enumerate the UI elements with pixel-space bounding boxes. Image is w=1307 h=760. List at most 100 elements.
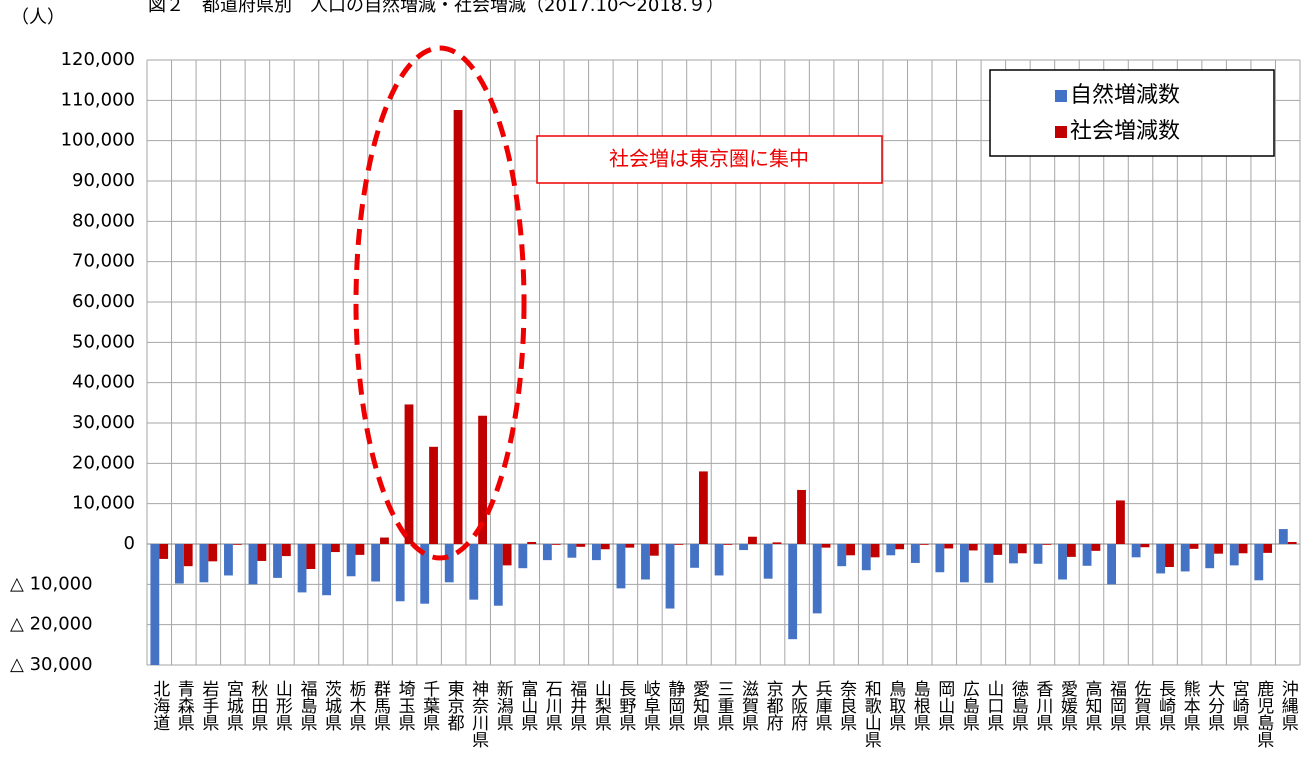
bar [527,541,537,544]
x-tick-label: 愛知県 [689,680,710,731]
bar [576,544,586,547]
bar [478,415,488,544]
bar [861,544,871,571]
x-tick-label: 福岡県 [1106,680,1127,731]
bar [821,544,831,548]
bar [248,544,258,585]
bar [1131,544,1141,558]
x-tick-label: 山形県 [272,680,293,731]
y-tick-label: 110,000 [61,89,135,110]
bar [674,544,684,545]
bar [1189,544,1199,549]
bar [797,489,806,544]
bar [870,544,880,558]
x-tick-label: 徳島県 [1008,680,1029,731]
x-tick-label: 山梨県 [591,680,612,731]
y-tick-label: 50,000 [72,331,135,352]
bar [281,544,291,557]
bar [788,544,798,640]
bar [698,471,708,544]
x-tick-label: 岐阜県 [640,680,661,731]
bar [739,544,749,551]
x-tick-label: 香川県 [1032,680,1053,731]
bar [1107,544,1117,585]
bar [1254,544,1264,581]
y-tick-label: 70,000 [72,251,135,272]
x-tick-label: 宮城県 [223,680,244,731]
bar [616,544,626,589]
x-tick-label: 神奈川県 [468,680,489,748]
bar [1278,529,1288,544]
bar [1180,544,1190,572]
bar [1082,544,1092,566]
legend-label: 社会増減数 [1070,119,1180,144]
bar [1205,544,1215,569]
bar [322,544,331,596]
bar [444,544,454,583]
bar [910,544,920,563]
legend-swatch [1055,90,1067,102]
bar [199,544,209,583]
bar [1287,541,1297,544]
x-tick-label: 長野県 [615,680,636,731]
bar [1165,544,1174,567]
bar [1033,544,1043,564]
x-tick-label: 埼玉県 [395,680,416,731]
bar [420,544,430,604]
y-tick-label: 10,000 [72,493,135,514]
x-tick-label: 高知県 [1081,680,1102,731]
bars [150,110,1297,665]
x-tick-label: 茨城県 [321,680,342,731]
x-tick-label: 東京都 [444,680,465,731]
bar [257,544,267,561]
x-tick-label: 広島県 [959,680,980,731]
x-tick-label: 大分県 [1204,680,1225,731]
x-tick-label: 石川県 [542,680,563,731]
annotation: 社会増は東京圏に集中 [609,147,809,171]
annotation-box [536,135,883,184]
bar [174,544,184,584]
legend-swatch [1055,126,1067,138]
bar [1116,500,1125,544]
y-tick-label: △ 30,000 [10,654,93,675]
x-tick-label: 福井県 [566,680,587,731]
bar [846,544,855,556]
x-tick-label: 北海道 [149,680,170,731]
bar [493,544,503,606]
x-tick-label: 三重県 [714,680,735,731]
y-tick-label: 100,000 [61,130,135,151]
bar [395,544,405,602]
x-tick-label: 鹿児島県 [1253,680,1274,748]
bar [1058,544,1067,580]
y-tick-label: 60,000 [72,291,135,312]
bar [208,544,218,562]
bar [159,544,169,559]
y-axis-label: （人） [11,7,65,28]
bar [919,544,929,545]
x-tick-label: 富山県 [517,680,538,731]
bar [984,544,994,583]
bar [551,544,561,545]
bar [968,544,978,551]
bar [273,544,282,578]
bar [690,544,699,568]
bar [1214,544,1223,554]
legend-box [989,69,1275,157]
x-tick-label: 福島県 [296,680,317,731]
bar [1140,544,1150,548]
bar [592,544,601,561]
bar [763,544,773,579]
bar [567,544,577,558]
x-tick-label: 岩手県 [198,680,219,731]
x-tick-label: 岡山県 [934,680,955,731]
bar [812,544,822,614]
bar [837,544,847,567]
x-tick-label: 鳥取県 [885,680,906,731]
x-tick-label: 長崎県 [1155,680,1176,731]
bar [1091,544,1101,551]
y-tick-label: 90,000 [72,170,135,191]
bar [346,544,356,577]
x-tick-label: 群馬県 [370,680,391,731]
